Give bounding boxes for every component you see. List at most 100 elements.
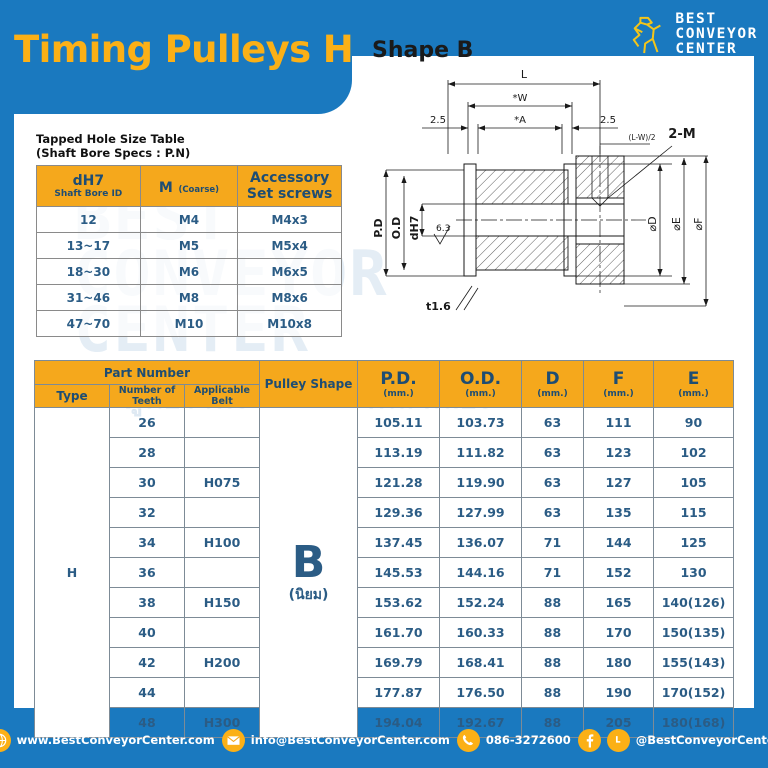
facebook-icon — [577, 728, 601, 752]
page-title: Timing Pulleys H — [14, 28, 354, 71]
spec-header-type: Type — [34, 384, 110, 408]
logo-wordmark: BEST CONVEYOR CENTER — [675, 12, 758, 57]
tapped-table-row: 13~17 M5 M5x4 — [36, 232, 342, 259]
spec-cell-e: 170(152) — [653, 677, 734, 708]
spec-cell-f: 123 — [583, 437, 654, 468]
spec-cell-pd: 145.53 — [357, 557, 440, 588]
spec-cell-e: 155(143) — [653, 647, 734, 678]
spec-cell-pd: 161.70 — [357, 617, 440, 648]
spec-cell-f: 127 — [583, 467, 654, 498]
spec-cell-teeth: 34 — [109, 527, 185, 558]
spec-cell-f: 190 — [583, 677, 654, 708]
tapped-hole-table: dH7 Shaft Bore ID M (Coarse) Accessory S… — [36, 165, 342, 337]
dim-roughness: 6.3 — [436, 224, 450, 234]
shape-letter: B — [291, 536, 326, 588]
tapped-table-row: 31~46 M8 M8x6 — [36, 284, 342, 311]
tapped-cell-dh7: 12 — [36, 206, 141, 233]
spec-cell-teeth: 26 — [109, 407, 185, 438]
spec-cell-d: 63 — [521, 467, 584, 498]
mail-icon — [221, 728, 245, 752]
spec-table-row: H 26 B (นิยม) 105.11 103.73 63 111 90 — [34, 407, 734, 738]
spec-cell-od: 192.67 — [439, 707, 522, 738]
tapped-caption-line-1: Tapped Hole Size Table — [36, 132, 185, 146]
tapped-cell-setscrew: M5x4 — [237, 232, 342, 259]
dim-dh7: dH7 — [408, 216, 421, 241]
dim-W: *W — [513, 93, 528, 104]
footer-email-text: info@BestConveyorCenter.com — [250, 733, 450, 747]
phone-icon — [456, 728, 480, 752]
spec-table-row: 28 113.19 111.82 63 123 102 — [35, 437, 734, 468]
spec-cell-f: 165 — [583, 587, 654, 618]
spec-table-row: 36 145.53 144.16 71 152 130 — [35, 557, 734, 588]
spec-cell-pd: 113.19 — [357, 437, 440, 468]
tapped-cell-m: M6 — [139, 258, 239, 285]
spec-header-d: D (mm.) — [521, 360, 584, 408]
footer-phone[interactable]: 086-3272600 — [456, 728, 571, 752]
tapped-cell-dh7: 31~46 — [36, 284, 141, 311]
title-banner: Timing Pulleys H — [0, 0, 354, 114]
dim-right-25: 2.5 — [600, 115, 616, 126]
spec-cell-shape: B (นิยม) — [259, 407, 358, 738]
dim-phi-f: ⌀F — [692, 218, 705, 231]
spec-header-row-1: Part Number Pulley Shape P.D. (mm.) O.D.… — [34, 360, 734, 408]
spec-cell-e: 115 — [653, 497, 734, 528]
tapped-cell-dh7: 47~70 — [36, 310, 141, 337]
tapped-header-dh7: dH7 Shaft Bore ID — [36, 165, 141, 207]
spec-cell-pd: 105.11 — [357, 407, 440, 438]
tapped-cell-dh7: 13~17 — [36, 232, 141, 259]
tapped-header-row: dH7 Shaft Bore ID M (Coarse) Accessory S… — [36, 165, 342, 207]
spec-cell-d: 63 — [521, 407, 584, 438]
tapped-cell-m: M8 — [139, 284, 239, 311]
specification-table-section: Part Number Pulley Shape P.D. (mm.) O.D.… — [34, 360, 734, 738]
spec-cell-pd: 194.04 — [357, 707, 440, 738]
tapped-caption-line-2: (Shaft Bore Specs : P.N) — [36, 145, 191, 160]
spec-cell-belt — [184, 437, 260, 468]
tapped-table-row: 12 M4 M4x3 — [36, 206, 342, 233]
footer-social[interactable]: @BestConveyorCenter — [577, 728, 768, 752]
spec-cell-belt: H200 — [184, 647, 260, 678]
spec-cell-od: 119.90 — [439, 467, 522, 498]
spec-cell-f: 144 — [583, 527, 654, 558]
spec-cell-od: 111.82 — [439, 437, 522, 468]
spec-cell-od: 160.33 — [439, 617, 522, 648]
spec-cell-teeth: 38 — [109, 587, 185, 618]
dim-L: L — [521, 68, 528, 81]
spec-cell-teeth: 44 — [109, 677, 185, 708]
spec-header-od: O.D. (mm.) — [439, 360, 522, 408]
spec-cell-belt — [184, 677, 260, 708]
footer-phone-text: 086-3272600 — [485, 733, 571, 747]
spec-cell-pd: 153.62 — [357, 587, 440, 618]
brand-logo: BEST CONVEYOR CENTER — [629, 12, 758, 57]
spec-cell-f: 170 — [583, 617, 654, 648]
spec-header-f: F (mm.) — [583, 360, 654, 408]
tapped-table-row: 47~70 M10 M10x8 — [36, 310, 342, 337]
spec-cell-f: 135 — [583, 497, 654, 528]
footer-email[interactable]: info@BestConveyorCenter.com — [221, 728, 450, 752]
tapped-hole-caption: Tapped Hole Size Table (Shaft Bore Specs… — [36, 132, 342, 160]
spec-cell-belt: H300 — [184, 707, 260, 738]
dim-left-25: 2.5 — [430, 115, 446, 126]
spec-cell-od: 136.07 — [439, 527, 522, 558]
spec-cell-pd: 137.45 — [357, 527, 440, 558]
shape-heading: Shape B — [372, 38, 474, 63]
spec-cell-d: 63 — [521, 497, 584, 528]
tapped-cell-setscrew: M8x6 — [237, 284, 342, 311]
dim-t16: t1.6 — [426, 300, 451, 313]
spec-cell-pd: 121.28 — [357, 467, 440, 498]
spec-cell-od: 168.41 — [439, 647, 522, 678]
tapped-cell-setscrew: M4x3 — [237, 206, 342, 233]
spec-cell-teeth: 30 — [109, 467, 185, 498]
spec-cell-e: 105 — [653, 467, 734, 498]
spec-cell-od: 144.16 — [439, 557, 522, 588]
spec-cell-belt: H100 — [184, 527, 260, 558]
globe-icon — [0, 728, 11, 752]
shape-note: (นิยม) — [288, 586, 329, 603]
spec-table-row: 44 177.87 176.50 88 190 170(152) — [35, 677, 734, 708]
footer-website[interactable]: www.BestConveyorCenter.com — [0, 728, 215, 752]
spec-cell-e: 125 — [653, 527, 734, 558]
spec-cell-belt — [184, 407, 260, 438]
spec-header-belt: Applicable Belt — [184, 384, 260, 408]
spec-cell-e: 180(168) — [653, 707, 734, 738]
spec-table-row: 30 H075 121.28 119.90 63 127 105 — [35, 467, 734, 498]
spec-cell-belt — [184, 497, 260, 528]
